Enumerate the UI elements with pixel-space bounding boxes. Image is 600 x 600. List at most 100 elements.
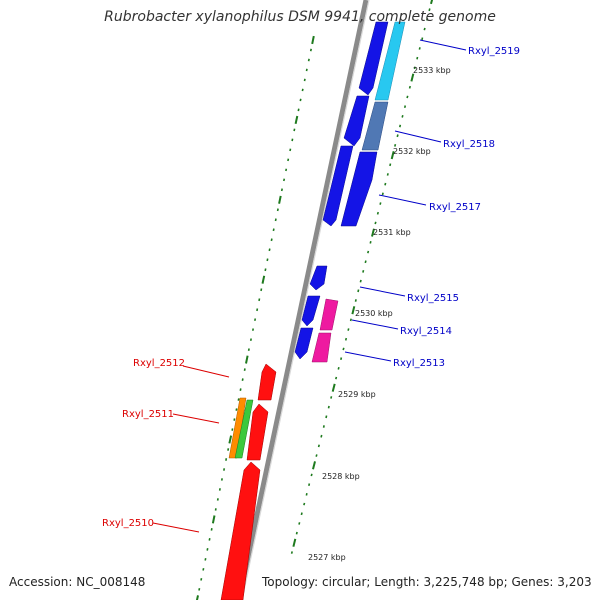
- inner-scale-ticks: [290, 0, 434, 554]
- outer-scale-minor-tick: [309, 48, 312, 52]
- inner-scale-minor-tick: [369, 241, 372, 244]
- outer-scale-minor-tick: [272, 228, 275, 232]
- inner-scale-minor-tick: [399, 124, 402, 128]
- gene-feature-rxyl-2514-outer[interactable]: [301, 295, 321, 327]
- outer-scale-minor-tick: [299, 98, 302, 102]
- outer-scale-major-tick: [261, 275, 266, 284]
- leader-rxyl-2512: [182, 365, 230, 378]
- label-leaders: [152, 39, 467, 533]
- inner-scale-minor-tick: [320, 434, 323, 438]
- inner-scale-minor-tick: [295, 531, 298, 535]
- outer-scale-minor-tick: [266, 258, 269, 262]
- outer-scale-minor-tick: [216, 498, 219, 501]
- gene-label-rxyl-2512[interactable]: Rxyl_2512: [133, 358, 185, 369]
- inner-scale-minor-tick: [354, 299, 357, 302]
- outer-scale-minor-tick: [307, 58, 310, 62]
- inner-scale-minor-tick: [379, 202, 382, 205]
- gene-feature-rxyl-2513[interactable]: [311, 332, 332, 363]
- inner-scale-major-tick: [410, 73, 415, 82]
- outer-scale-minor-tick: [274, 218, 277, 222]
- inner-scale-major-tick: [331, 383, 336, 392]
- inner-scale-minor-tick: [376, 211, 379, 215]
- outer-scale-minor-tick: [208, 538, 211, 541]
- outer-scale-major-tick: [294, 115, 299, 125]
- gene-label-rxyl-2518[interactable]: Rxyl_2518: [443, 139, 495, 150]
- outer-scale-minor-tick: [247, 348, 250, 351]
- leader-rxyl-2515: [359, 286, 406, 297]
- outer-scale-major-tick: [211, 515, 216, 524]
- inner-scale-minor-tick: [335, 376, 338, 380]
- gene-feature-rxyl-2512[interactable]: [257, 363, 277, 401]
- scale-label-2529: 2529 kbp: [338, 390, 376, 399]
- gene-label-rxyl-2515[interactable]: Rxyl_2515: [407, 293, 459, 304]
- gene-label-rxyl-2511[interactable]: Rxyl_2511: [122, 409, 174, 420]
- gene-feature-rxyl-2510[interactable]: [220, 461, 261, 600]
- outer-scale-minor-tick: [256, 308, 259, 312]
- gene-feature-rxyl-2511-red[interactable]: [246, 403, 269, 461]
- gene-label-rxyl-2510[interactable]: Rxyl_2510: [102, 518, 154, 529]
- inner-scale-minor-tick: [344, 337, 348, 341]
- gene-feature-rxyl-2519[interactable]: [374, 21, 406, 101]
- outer-scale-minor-tick: [233, 418, 236, 421]
- gene-feature-rxyl-2511[interactable]: [234, 399, 254, 459]
- inner-scale-minor-tick: [386, 173, 389, 176]
- outer-scale-minor-tick: [289, 148, 292, 152]
- inner-scale-minor-tick: [298, 522, 301, 525]
- inner-scale-minor-tick: [367, 250, 370, 254]
- outer-scale-minor-tick: [260, 288, 263, 292]
- scale-labels: 2533 kbp 2532 kbp 2531 kbp 2530 kbp 2529…: [308, 66, 451, 562]
- gene-feature-rxyl-2513-outer[interactable]: [294, 327, 314, 360]
- gene-feature-rxyl-2517[interactable]: [340, 151, 378, 227]
- inner-scale-minor-tick: [381, 192, 384, 196]
- outer-scale-minor-tick: [200, 578, 203, 581]
- outer-scale-minor-tick: [249, 338, 252, 341]
- map-title: Rubrobacter xylanophilus DSM 9941, compl…: [104, 9, 496, 25]
- outer-scale-minor-tick: [264, 268, 267, 272]
- gene-feature-rxyl-2518-outer[interactable]: [343, 95, 370, 147]
- inner-scale-minor-tick: [349, 318, 352, 322]
- inner-scale-minor-tick: [426, 17, 429, 21]
- inner-scale-minor-tick: [308, 483, 311, 487]
- gene-label-rxyl-2519[interactable]: Rxyl_2519: [468, 46, 520, 57]
- inner-scale-minor-tick: [317, 444, 320, 448]
- outer-scale-minor-tick: [214, 508, 217, 511]
- inner-scale-minor-tick: [406, 95, 409, 99]
- inner-scale-minor-tick: [413, 66, 416, 70]
- gene-feature-rxyl-2514[interactable]: [319, 298, 339, 331]
- scale-label-2532: 2532 kbp: [393, 147, 431, 156]
- outer-scale-minor-tick: [241, 378, 244, 381]
- gene-label-rxyl-2517[interactable]: Rxyl_2517: [429, 202, 481, 213]
- inner-scale-major-tick: [292, 538, 297, 547]
- gene-feature-rxyl-2518[interactable]: [361, 101, 389, 151]
- inner-scale-minor-tick: [342, 347, 345, 351]
- outer-scale-minor-tick: [303, 78, 306, 82]
- outer-scale-minor-tick: [254, 318, 257, 321]
- leader-rxyl-2517: [378, 194, 427, 206]
- gene-label-rxyl-2513[interactable]: Rxyl_2513: [393, 358, 445, 369]
- inner-scale-minor-tick: [394, 144, 397, 147]
- inner-scale-minor-tick: [357, 289, 360, 293]
- outer-scale-minor-tick: [291, 138, 294, 142]
- inner-scale-minor-tick: [416, 56, 419, 60]
- gene-labels: Rxyl_2519 Rxyl_2518 Rxyl_2517 Rxyl_2515 …: [102, 46, 520, 529]
- gene-label-rxyl-2514[interactable]: Rxyl_2514: [400, 326, 452, 337]
- gene-feature-rxyl-2515[interactable]: [309, 265, 328, 291]
- inner-scale-minor-tick: [384, 182, 387, 186]
- inner-scale-minor-tick: [300, 512, 303, 516]
- gene-feature-rxyl-2517-outer[interactable]: [322, 145, 354, 227]
- outer-scale-minor-tick: [243, 368, 246, 371]
- outer-scale-minor-tick: [204, 558, 207, 561]
- outer-scale-major-tick: [278, 195, 282, 204]
- outer-scale-minor-tick: [276, 208, 279, 212]
- outer-scale-minor-tick: [210, 528, 213, 531]
- outer-scale-minor-tick: [220, 478, 223, 481]
- inner-scale-minor-tick: [290, 551, 293, 554]
- gene-feature-rxyl-2519-outer[interactable]: [358, 21, 389, 96]
- inner-scale-minor-tick: [340, 357, 343, 361]
- inner-scale-minor-tick: [347, 328, 350, 331]
- leader-rxyl-2510: [152, 522, 200, 533]
- inner-scale-minor-tick: [389, 163, 392, 167]
- inner-scale-minor-tick: [428, 8, 431, 12]
- outer-scale-minor-tick: [227, 448, 230, 451]
- leader-rxyl-2513: [344, 351, 392, 362]
